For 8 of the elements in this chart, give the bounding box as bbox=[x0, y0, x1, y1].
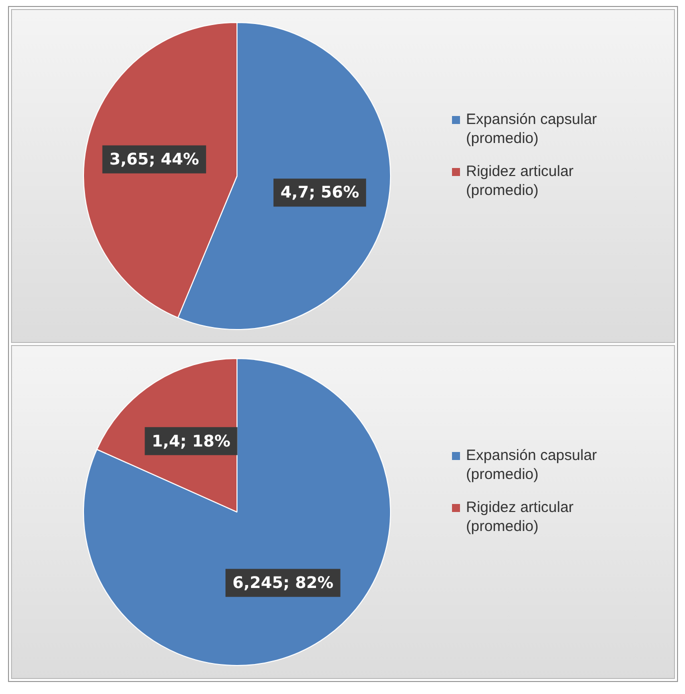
slice-label: Expansión capsular (promedio) bbox=[465, 446, 598, 484]
data-label: 3,65; 44% bbox=[109, 150, 200, 169]
data-label: 4,7; 56% bbox=[280, 182, 360, 202]
data-label: 1,4; 18% bbox=[152, 431, 230, 450]
slice-label: Expansión capsular (promedio) bbox=[465, 110, 598, 148]
data-label: 6,245; 82% bbox=[232, 572, 334, 592]
legend-label: Rigidez articular (promedio) bbox=[465, 162, 575, 200]
legend-label: Rigidez articular (promedio) bbox=[465, 498, 575, 536]
